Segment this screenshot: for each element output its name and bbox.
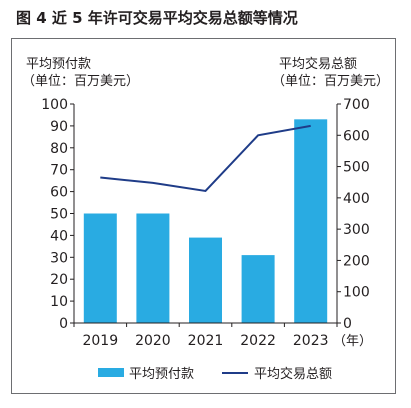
right-axis-unit: （单位：百万美元） <box>272 74 390 89</box>
legend-bar-swatch <box>98 368 124 377</box>
left-tick-label: 90 <box>50 119 68 135</box>
bar-2019 <box>83 213 117 323</box>
bar-2020 <box>136 213 170 323</box>
x-tick-label: 2023 <box>293 333 329 349</box>
right-axis-title: 平均交易总额 <box>279 57 358 72</box>
bar-2021 <box>189 237 222 323</box>
x-tick-label: 2019 <box>82 333 118 349</box>
left-tick-label: 80 <box>50 141 68 157</box>
left-tick-label: 40 <box>50 228 68 244</box>
x-tick-label: 2020 <box>135 333 171 349</box>
chart-frame <box>11 38 396 394</box>
right-tick-label: 200 <box>343 253 370 269</box>
total-value-line <box>100 124 311 193</box>
right-tick-label: 500 <box>343 160 370 176</box>
left-tick-label: 50 <box>50 207 68 223</box>
figure-title: 图 4 近 5 年许可交易平均交易总额等情况 <box>16 9 298 27</box>
right-tick-label: 700 <box>343 97 370 113</box>
x-unit-label: （年） <box>333 334 372 349</box>
left-tick-label: 70 <box>50 163 68 179</box>
left-tick-label: 20 <box>50 272 68 288</box>
left-axis-title: 平均预付款 <box>26 57 92 72</box>
legend-bar-label: 平均预付款 <box>129 367 195 382</box>
x-tick-label: 2022 <box>240 333 276 349</box>
left-tick-label: 60 <box>50 185 68 201</box>
legend-line-label: 平均交易总额 <box>254 367 333 382</box>
left-tick-label: 0 <box>59 316 68 332</box>
right-tick-label: 400 <box>343 191 370 207</box>
right-tick-label: 600 <box>343 128 370 144</box>
left-axis-unit: （单位：百万美元） <box>22 74 140 89</box>
legend-line-swatch <box>222 372 248 374</box>
right-tick-label: 300 <box>343 222 370 238</box>
right-tick-label: 100 <box>343 285 370 301</box>
left-tick-label: 10 <box>50 294 68 310</box>
chart-legend: 平均预付款 平均交易总额 <box>0 362 411 382</box>
bar-2023 <box>294 119 328 323</box>
right-tick-label: 0 <box>343 316 352 332</box>
left-tick-label: 100 <box>41 97 68 113</box>
left-tick-label: 30 <box>50 250 68 266</box>
bar-2022 <box>241 255 275 323</box>
x-tick-label: 2021 <box>188 333 224 349</box>
